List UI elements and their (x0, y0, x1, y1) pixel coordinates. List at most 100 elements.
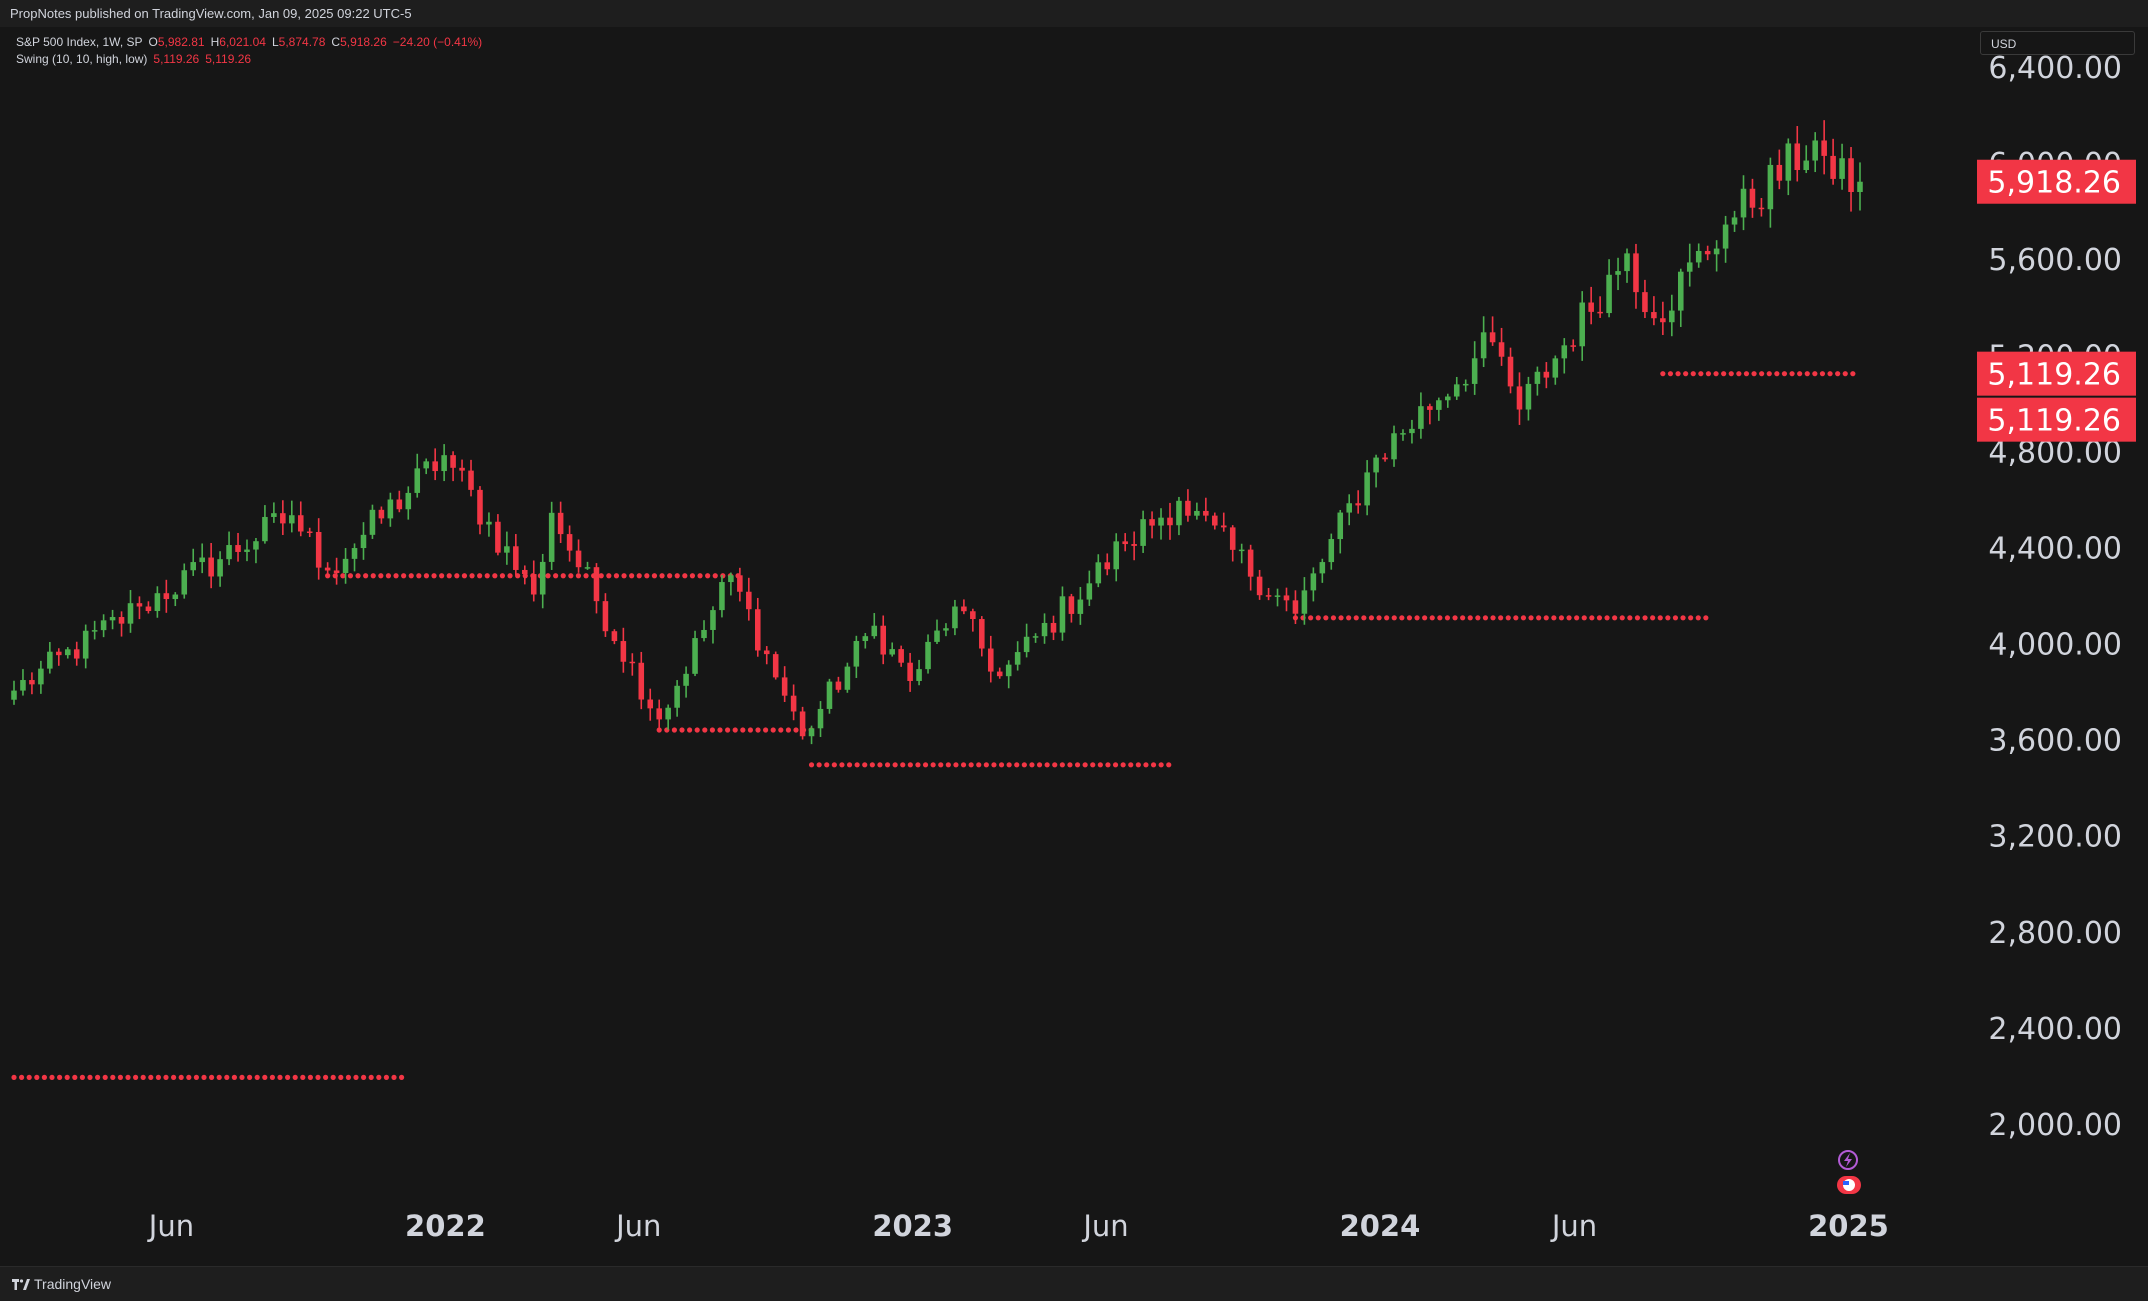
candle (513, 534, 519, 575)
time-tick-label: Jun (147, 1209, 194, 1243)
tradingview-brand[interactable]: TradingView (12, 1276, 111, 1292)
candle (154, 586, 161, 618)
time-axis[interactable]: Jun 2022 Jun 2023 Jun 2024 Jun 2025 (147, 1209, 1889, 1243)
legend-indicator[interactable]: Swing (10, 10, high, low) (16, 52, 148, 66)
candle (324, 562, 331, 577)
candle (235, 532, 241, 562)
candle (844, 662, 851, 693)
candle (1498, 327, 1505, 366)
candle (737, 567, 743, 602)
bolt-icon[interactable] (1838, 1150, 1858, 1170)
price-tick-label: 2,800.00 (1988, 916, 2122, 951)
candle (297, 501, 304, 537)
legend-low-label: L (271, 35, 279, 49)
chart-icons[interactable] (1837, 1150, 1861, 1194)
candle (38, 660, 44, 694)
candle (1740, 175, 1747, 231)
price-axis[interactable]: 2,000.00 2,400.00 2,800.00 3,200.00 3,600.00… (1988, 51, 2122, 1143)
candle (790, 684, 797, 721)
currency-selector[interactable]: USD (1980, 31, 2135, 55)
candle (1158, 508, 1164, 540)
candle (1660, 301, 1666, 336)
candle (1418, 392, 1424, 439)
swing-indicator (11, 371, 1856, 1080)
time-tick-label: Jun (614, 1209, 661, 1243)
candle (1194, 502, 1200, 520)
candle (1229, 525, 1236, 562)
candle (1337, 509, 1344, 554)
candle (522, 565, 528, 585)
flag-icon[interactable] (1837, 1176, 1861, 1194)
candle (1758, 198, 1765, 217)
candle (1283, 587, 1290, 612)
candle (495, 514, 501, 556)
swing-level-line (1292, 615, 1709, 621)
candle (1373, 454, 1379, 488)
candle (73, 641, 80, 666)
publish-info: PropNotes published on TradingView.com, … (10, 6, 412, 21)
tradingview-logo-icon (12, 1278, 30, 1290)
candle (1633, 243, 1639, 309)
candle (289, 500, 295, 533)
candle (987, 635, 994, 683)
candle (91, 620, 98, 640)
time-tick-label: Jun (1081, 1209, 1128, 1243)
candle (1355, 490, 1361, 514)
candle (880, 615, 887, 665)
candle (414, 453, 421, 498)
candle (262, 505, 268, 544)
candle (1803, 145, 1810, 174)
candle (1812, 132, 1818, 173)
candle (1122, 533, 1128, 552)
price-axis-marker: 5,119.26 (1977, 397, 2136, 442)
candle (1301, 577, 1308, 625)
price-axis-marker: 5,918.26 (1977, 159, 2136, 204)
candle (1005, 660, 1012, 689)
candle (226, 531, 232, 566)
time-tick-label: Jun (1550, 1209, 1597, 1243)
candle (1041, 613, 1048, 644)
candle (208, 543, 214, 589)
swing-level-line (656, 727, 814, 733)
candle (1821, 120, 1827, 175)
candle (1830, 138, 1836, 185)
candle (665, 704, 671, 730)
candle (862, 633, 869, 649)
candle (1292, 590, 1299, 624)
candle (306, 527, 313, 538)
candle (1203, 497, 1209, 522)
time-tick-label: 2022 (405, 1209, 486, 1243)
candle (1624, 248, 1630, 283)
candle (1086, 570, 1093, 606)
plot-area[interactable] (10, 27, 2136, 1266)
candle (1749, 178, 1756, 218)
swing-level-line (1660, 371, 1856, 377)
candle (271, 502, 277, 523)
candle (1669, 294, 1675, 337)
legend-high-label: H (210, 35, 220, 49)
price-tick-label: 2,400.00 (1988, 1012, 2122, 1047)
candle (817, 701, 824, 737)
candle (1185, 489, 1191, 522)
candle (1722, 215, 1729, 263)
price-marker-label: 5,119.26 (1987, 404, 2121, 439)
legend-close: 5,918.26 (340, 35, 387, 49)
legend-symbol[interactable]: S&P 500 Index, 1W, SP (16, 35, 143, 49)
candle (548, 501, 555, 570)
candle (163, 579, 170, 613)
swing-level-line (11, 1074, 405, 1080)
candle (504, 531, 510, 565)
candle (647, 688, 654, 721)
candle (405, 486, 412, 520)
candle (1480, 316, 1487, 368)
candle (387, 492, 394, 527)
candle (459, 459, 465, 482)
candle (593, 563, 600, 614)
candle (683, 666, 689, 698)
candle (1686, 243, 1693, 287)
candle (1427, 403, 1433, 425)
candle (1579, 291, 1585, 361)
publish-bar: PropNotes published on TradingView.com, … (0, 0, 2148, 27)
candle (799, 706, 806, 740)
